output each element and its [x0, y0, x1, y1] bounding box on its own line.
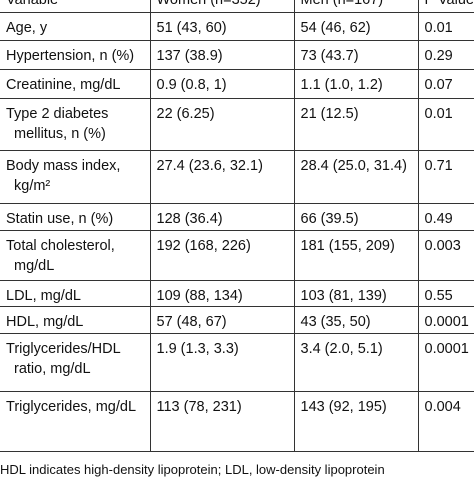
header-cell: Women (n=352) — [149, 0, 294, 13]
cell: 22 (6.25) — [149, 98, 294, 151]
cell: 181 (155, 209) — [293, 230, 418, 281]
row-label: Statin use, n (%) — [0, 203, 150, 231]
cell: 109 (88, 134) — [149, 280, 294, 307]
cell: 1.1 (1.0, 1.2) — [293, 69, 418, 99]
cell: 54 (46, 62) — [293, 12, 418, 41]
cell: 0.9 (0.8, 1) — [149, 69, 294, 99]
table: Variable Women (n=352) Men (n=167) P Value … — [0, 0, 474, 452]
row-label: Type 2 diabetes mellitus, n (%) — [0, 98, 150, 151]
table-row: Hypertension, n (%) 137 (38.9) 73 (43.7) 0.… — [0, 40, 474, 70]
table-row: Age, y 51 (43, 60) 54 (46, 62) 0.01 — [0, 12, 474, 41]
cell: 21 (12.5) — [293, 98, 418, 151]
cell: 0.003 — [417, 230, 474, 281]
row-label: Creatinine, mg/dL — [0, 69, 150, 99]
cell: 0.49 — [417, 203, 474, 231]
cell: 57 (48, 67) — [149, 306, 294, 334]
row-label: Age, y — [0, 12, 150, 41]
cell: 0.0001 — [417, 306, 474, 334]
cell: 0.71 — [417, 150, 474, 204]
cell: 0.55 — [417, 280, 474, 307]
table-row: Triglycerides/HDL ratio, mg/dL 1.9 (1.3, … — [0, 333, 474, 392]
cell: 1.9 (1.3, 3.3) — [149, 333, 294, 392]
cell: 51 (43, 60) — [149, 12, 294, 41]
cell: 0.29 — [417, 40, 474, 70]
cell: 103 (81, 139) — [293, 280, 418, 307]
table-row: LDL, mg/dL 109 (88, 134) 103 (81, 139) 0.55 — [0, 280, 474, 307]
header-cell: Variable — [0, 0, 150, 13]
table-row: Creatinine, mg/dL 0.9 (0.8, 1) 1.1 (1.0, 1… — [0, 69, 474, 99]
table-row: Statin use, n (%) 128 (36.4) 66 (39.5) 0.49 — [0, 203, 474, 231]
row-label: Total cholesterol, mg/dL — [0, 230, 150, 281]
cell: 3.4 (2.0, 5.1) — [293, 333, 418, 392]
table-row: Type 2 diabetes mellitus, n (%) 22 (6.25)… — [0, 98, 474, 151]
header-cell: Men (n=167) — [293, 0, 418, 13]
cell: 0.01 — [417, 12, 474, 41]
cell: 0.004 — [417, 391, 474, 452]
row-label: Hypertension, n (%) — [0, 40, 150, 70]
table-row: Triglycerides, mg/dL 113 (78, 231) 143 (92… — [0, 391, 474, 452]
cell: 143 (92, 195) — [293, 391, 418, 452]
row-label: LDL, mg/dL — [0, 280, 150, 307]
cell: 128 (36.4) — [149, 203, 294, 231]
header-row: Variable Women (n=352) Men (n=167) P Value — [0, 0, 474, 13]
cell: 0.07 — [417, 69, 474, 99]
cell: 192 (168, 226) — [149, 230, 294, 281]
footnote: HDL indicates high-density lipoprotein; … — [0, 462, 385, 477]
table-row: Total cholesterol, mg/dL 192 (168, 226) 18… — [0, 230, 474, 281]
row-label: Triglycerides, mg/dL — [0, 391, 150, 452]
cell: 66 (39.5) — [293, 203, 418, 231]
cell: 0.01 — [417, 98, 474, 151]
cell: 137 (38.9) — [149, 40, 294, 70]
cell: 113 (78, 231) — [149, 391, 294, 452]
row-label: Body mass index, kg/m² — [0, 150, 150, 204]
table-row: HDL, mg/dL 57 (48, 67) 43 (35, 50) 0.0001 — [0, 306, 474, 334]
row-label: HDL, mg/dL — [0, 306, 150, 334]
header-cell: P Value — [417, 0, 474, 13]
row-label: Triglycerides/HDL ratio, mg/dL — [0, 333, 150, 392]
cell: 0.0001 — [417, 333, 474, 392]
cell: 28.4 (25.0, 31.4) — [293, 150, 418, 204]
table-wrap: Variable Women (n=352) Men (n=167) P Value … — [0, 0, 474, 452]
cell: 73 (43.7) — [293, 40, 418, 70]
cell: 43 (35, 50) — [293, 306, 418, 334]
cell: 27.4 (23.6, 32.1) — [149, 150, 294, 204]
table-row: Body mass index, kg/m² 27.4 (23.6, 32.1) 2… — [0, 150, 474, 204]
